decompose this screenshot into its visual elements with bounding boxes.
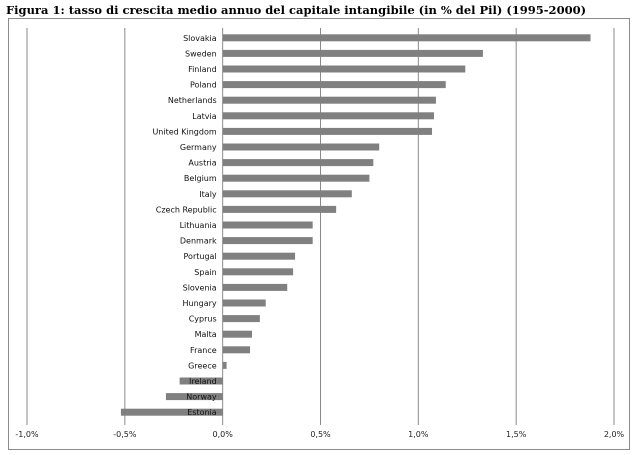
- bar-united-kingdom: [222, 127, 433, 135]
- bar-slovenia: [222, 283, 288, 291]
- chart-frame: [8, 18, 630, 450]
- category-label: Italy: [199, 190, 217, 199]
- category-label: Estonia: [187, 408, 217, 417]
- x-tick-labels: -1,0% -0,5% 0,0% 0,5% 1,0% 1,5% 2,0%: [15, 430, 624, 439]
- x-tick-label: 0,0%: [213, 430, 234, 439]
- category-label: Norway: [186, 393, 217, 402]
- category-label: Latvia: [192, 112, 216, 121]
- category-label: Hungary: [182, 299, 216, 308]
- bar-germany: [222, 143, 380, 151]
- bars: [120, 34, 591, 416]
- bar-portugal: [222, 252, 296, 260]
- category-label: Cyprus: [189, 315, 217, 324]
- category-label: Netherlands: [168, 96, 217, 105]
- bar-estonia: [120, 408, 223, 416]
- category-label: Germany: [180, 143, 217, 152]
- bar-poland: [222, 81, 446, 89]
- x-tick-label: 1,5%: [506, 430, 527, 439]
- x-tick-label: 2,0%: [604, 430, 625, 439]
- bar-italy: [222, 190, 352, 198]
- category-label: Slovenia: [183, 283, 217, 292]
- category-label: Finland: [188, 65, 217, 74]
- bar-norway: [165, 393, 223, 401]
- bar-slovakia: [222, 34, 591, 42]
- bar-latvia: [222, 112, 434, 120]
- bar-finland: [222, 65, 466, 73]
- category-label: Lithuania: [180, 221, 217, 230]
- category-label: Belgium: [184, 174, 217, 183]
- bar-hungary: [222, 299, 266, 307]
- category-label: Portugal: [184, 252, 217, 261]
- category-labels: Slovakia Sweden Finland Poland Netherlands La…: [152, 34, 217, 417]
- bar-lithuania: [222, 221, 313, 229]
- bar-netherlands: [222, 96, 436, 104]
- category-label: Czech Republic: [156, 205, 217, 214]
- x-tick-label: 0,5%: [310, 430, 331, 439]
- bar-czech-republic: [222, 205, 337, 213]
- category-label: Sweden: [185, 49, 217, 58]
- category-label: Poland: [190, 81, 217, 90]
- x-tick-label: 1,0%: [408, 430, 429, 439]
- bar-austria: [222, 159, 374, 167]
- category-label: Austria: [188, 159, 216, 168]
- bar-sweden: [222, 49, 483, 57]
- bar-belgium: [222, 174, 370, 182]
- category-label: United Kingdom: [152, 127, 216, 136]
- bar-greece: [222, 361, 227, 369]
- category-label: Malta: [195, 330, 217, 339]
- category-label: Greece: [188, 361, 217, 370]
- x-tick-label: -0,5%: [113, 430, 137, 439]
- x-tick-label: -1,0%: [15, 430, 39, 439]
- category-label: Denmark: [180, 237, 217, 246]
- bar-malta: [222, 330, 253, 338]
- bar-cyprus: [222, 315, 260, 323]
- category-label: Slovakia: [183, 34, 217, 43]
- chart-title: Figura 1: tasso di crescita medio annuo …: [6, 3, 587, 17]
- bar-denmark: [222, 237, 313, 245]
- category-label: Ireland: [189, 377, 217, 386]
- category-label: Spain: [194, 268, 216, 277]
- bar-ireland: [179, 377, 223, 385]
- bar-spain: [222, 268, 294, 276]
- category-label: France: [190, 346, 217, 355]
- bar-france: [222, 346, 251, 354]
